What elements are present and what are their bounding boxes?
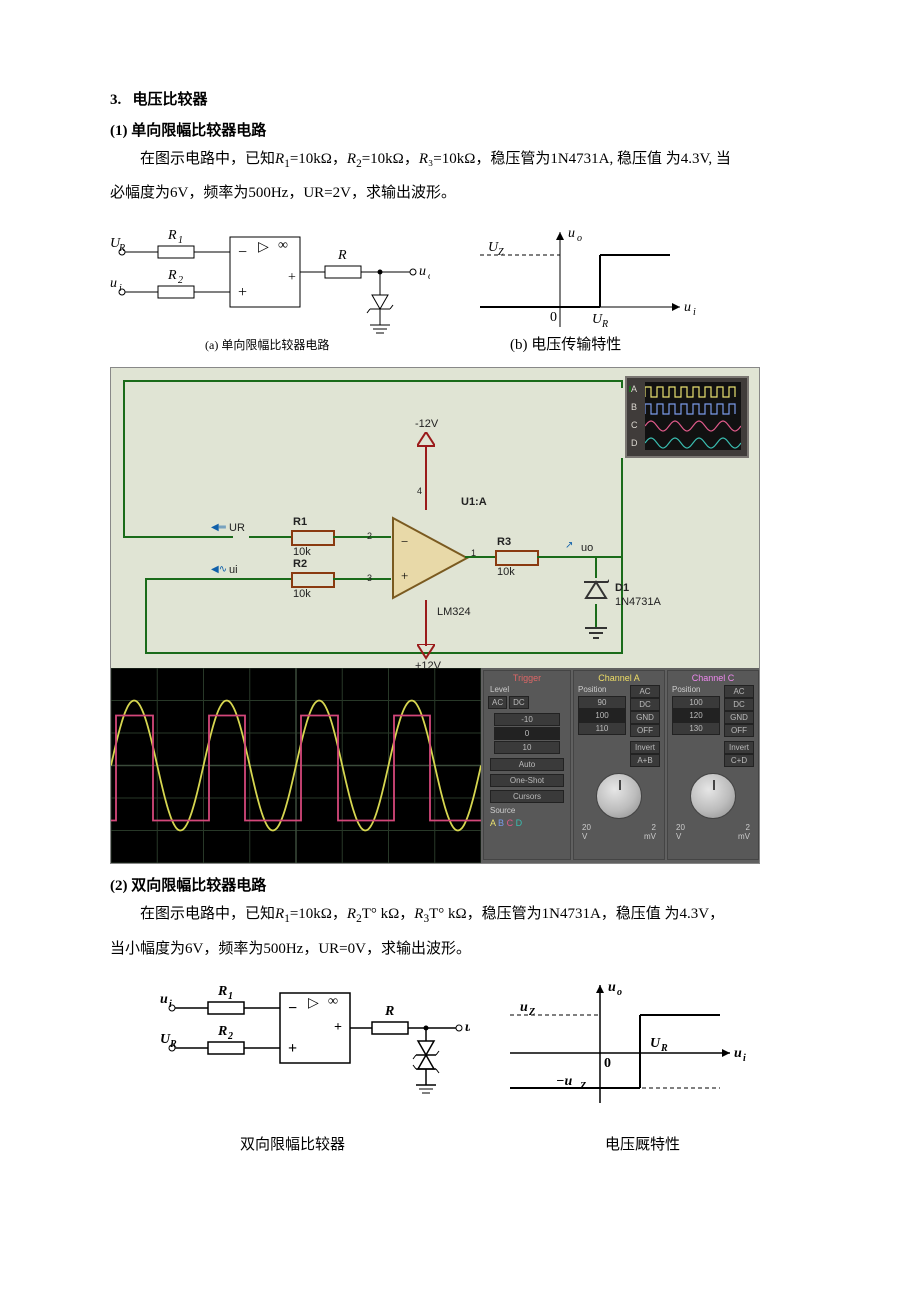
svg-text:1: 1 (228, 991, 233, 1002)
section-heading: 3. 电压比较器 (110, 88, 810, 109)
svg-text:i: i (169, 999, 172, 1010)
svg-text:∞: ∞ (278, 238, 288, 253)
svg-text:Z: Z (528, 1007, 535, 1018)
oscilloscope-controls[interactable]: Trigger Level ACDC -10 0 10 Auto One-Sho… (481, 668, 759, 863)
caption-b: (b) 电压传输特性 (510, 336, 621, 353)
subsection-2: (2) 双向限幅比较器电路 (110, 874, 810, 895)
svg-text:i: i (693, 307, 696, 318)
svg-text:u: u (160, 992, 168, 1007)
paragraph-2b: 当小幅度为6V，频率为500Hz，UR=0V，求输出波形。 (110, 936, 810, 963)
svg-text:u: u (684, 300, 691, 315)
circuit-diagram-2: ui R1 UR R2 − + ▷∞ + R uo (160, 973, 470, 1123)
subsection-1: (1) 单向限幅比较器电路 (110, 119, 810, 140)
svg-text:u: u (734, 1046, 742, 1061)
svg-text:0: 0 (550, 310, 557, 325)
svg-text:u: u (520, 1000, 528, 1015)
svg-text:R: R (118, 243, 125, 254)
svg-text:o: o (428, 271, 430, 282)
svg-text:−: − (238, 244, 247, 261)
svg-text:−: − (401, 534, 408, 549)
paragraph-1b: 必幅度为6V，频率为500Hz，UR=2V，求输出波形。 (110, 180, 810, 207)
svg-text:o: o (617, 987, 622, 998)
svg-text:0: 0 (604, 1056, 611, 1071)
svg-text:R: R (167, 228, 177, 243)
figure-row-2: ui R1 UR R2 − + ▷∞ + R uo (110, 973, 810, 1123)
figure-row-1: UR R1 ui R2 − + ▷∞ + R uo (110, 217, 810, 357)
oscilloscope-icon[interactable]: AB CD (625, 376, 749, 458)
caption-a: (a) 单向限幅比较器电路 (205, 337, 329, 352)
svg-text:∞: ∞ (328, 994, 338, 1009)
r3-label: R3 (497, 536, 511, 548)
svg-text:i: i (743, 1053, 746, 1064)
schematic-canvas: ◀═ UR ◀∿ ui R1 10k R2 10k −+ 2 3 1 4 U1:… (111, 368, 759, 668)
svg-text:u: u (110, 276, 117, 291)
svg-text:+: + (334, 1020, 342, 1035)
svg-text:R: R (337, 248, 347, 263)
svg-text:▷: ▷ (258, 240, 269, 255)
svg-text:Z: Z (579, 1081, 586, 1092)
section-title: 电压比较器 (133, 92, 208, 108)
svg-text:u: u (465, 1020, 470, 1035)
svg-text:+: + (288, 1040, 297, 1057)
paragraph-2: 在图示电路中，已知R1=10kΩ，R2T° kΩ，R3T° kΩ，稳压管为1N4… (110, 901, 810, 929)
svg-text:R: R (167, 268, 177, 283)
svg-text:U: U (650, 1036, 661, 1051)
caption-row-2: 双向限幅比较器 电压厩特性 (110, 1133, 810, 1154)
svg-text:▷: ▷ (308, 996, 319, 1011)
transfer-diagram-2: uo ui 0 uZ −uZ UR (490, 973, 760, 1123)
paragraph-1: 在图示电路中，已知R1=10kΩ，R2=10kΩ，R₃=10kΩ，稳压管为1N4… (110, 146, 810, 174)
svg-text:−: − (288, 1000, 297, 1017)
svg-text:+: + (238, 284, 247, 301)
svg-text:R: R (660, 1043, 668, 1054)
oscilloscope-display (111, 668, 481, 863)
svg-text:R: R (601, 319, 608, 330)
caption-d: 电压厩特性 (605, 1133, 680, 1154)
svg-text:u: u (608, 980, 616, 995)
svg-text:2: 2 (227, 1031, 233, 1042)
svg-text:2: 2 (178, 275, 183, 286)
transfer-diagram-b: uo ui 0 UZ UR (b) 电压传输特性 (450, 217, 720, 357)
svg-text:o: o (577, 233, 582, 244)
section-num: 3. (110, 92, 121, 108)
svg-text:−u: −u (556, 1074, 572, 1089)
simulation-bottom: Trigger Level ACDC -10 0 10 Auto One-Sho… (111, 668, 759, 863)
svg-text:R: R (217, 984, 227, 999)
svg-text:1: 1 (178, 235, 183, 246)
simulation-window: ◀═ UR ◀∿ ui R1 10k R2 10k −+ 2 3 1 4 U1:… (110, 367, 760, 864)
knob-chc[interactable] (690, 773, 736, 819)
svg-text:u: u (419, 264, 426, 279)
caption-c: 双向限幅比较器 (240, 1133, 345, 1154)
svg-text:+: + (401, 568, 408, 583)
svg-text:+: + (288, 270, 296, 285)
svg-text:u: u (568, 226, 575, 241)
svg-text:R: R (217, 1024, 227, 1039)
svg-text:R: R (384, 1004, 394, 1019)
svg-text:i: i (119, 283, 122, 294)
svg-text:Z: Z (498, 247, 504, 258)
knob-cha[interactable] (596, 773, 642, 819)
circuit-diagram-a: UR R1 ui R2 − + ▷∞ + R uo (110, 217, 430, 357)
